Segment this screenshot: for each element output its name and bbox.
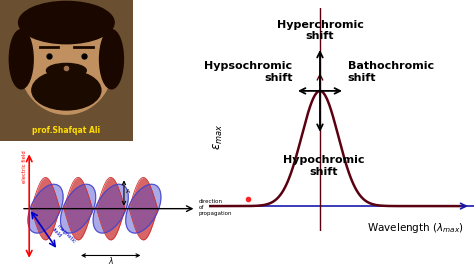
Text: $\varepsilon_{max}$: $\varepsilon_{max}$	[212, 124, 225, 150]
Text: electric field: electric field	[22, 151, 27, 184]
Text: Bathochromic
shift: Bathochromic shift	[347, 61, 434, 83]
Text: Hyperchromic
shift: Hyperchromic shift	[276, 20, 364, 41]
Text: Wavelength ($\lambda_{max}$): Wavelength ($\lambda_{max}$)	[367, 221, 464, 235]
Ellipse shape	[46, 64, 86, 78]
Ellipse shape	[9, 30, 33, 89]
Text: A: A	[126, 189, 130, 194]
Text: $\lambda$: $\lambda$	[108, 255, 114, 266]
Ellipse shape	[126, 184, 161, 233]
Text: Hypochromic
shift: Hypochromic shift	[283, 155, 364, 177]
Ellipse shape	[18, 1, 114, 44]
Circle shape	[20, 15, 113, 114]
Ellipse shape	[28, 184, 63, 233]
Text: prof.Shafqat Ali: prof.Shafqat Ali	[32, 126, 100, 135]
Ellipse shape	[100, 30, 123, 89]
Text: direction
of
propagation: direction of propagation	[199, 199, 232, 216]
Ellipse shape	[93, 184, 128, 233]
Text: Hypsochromic
shift: Hypsochromic shift	[204, 61, 292, 83]
Ellipse shape	[32, 70, 101, 110]
Ellipse shape	[61, 184, 96, 233]
Text: magnetic
field: magnetic field	[52, 223, 77, 249]
